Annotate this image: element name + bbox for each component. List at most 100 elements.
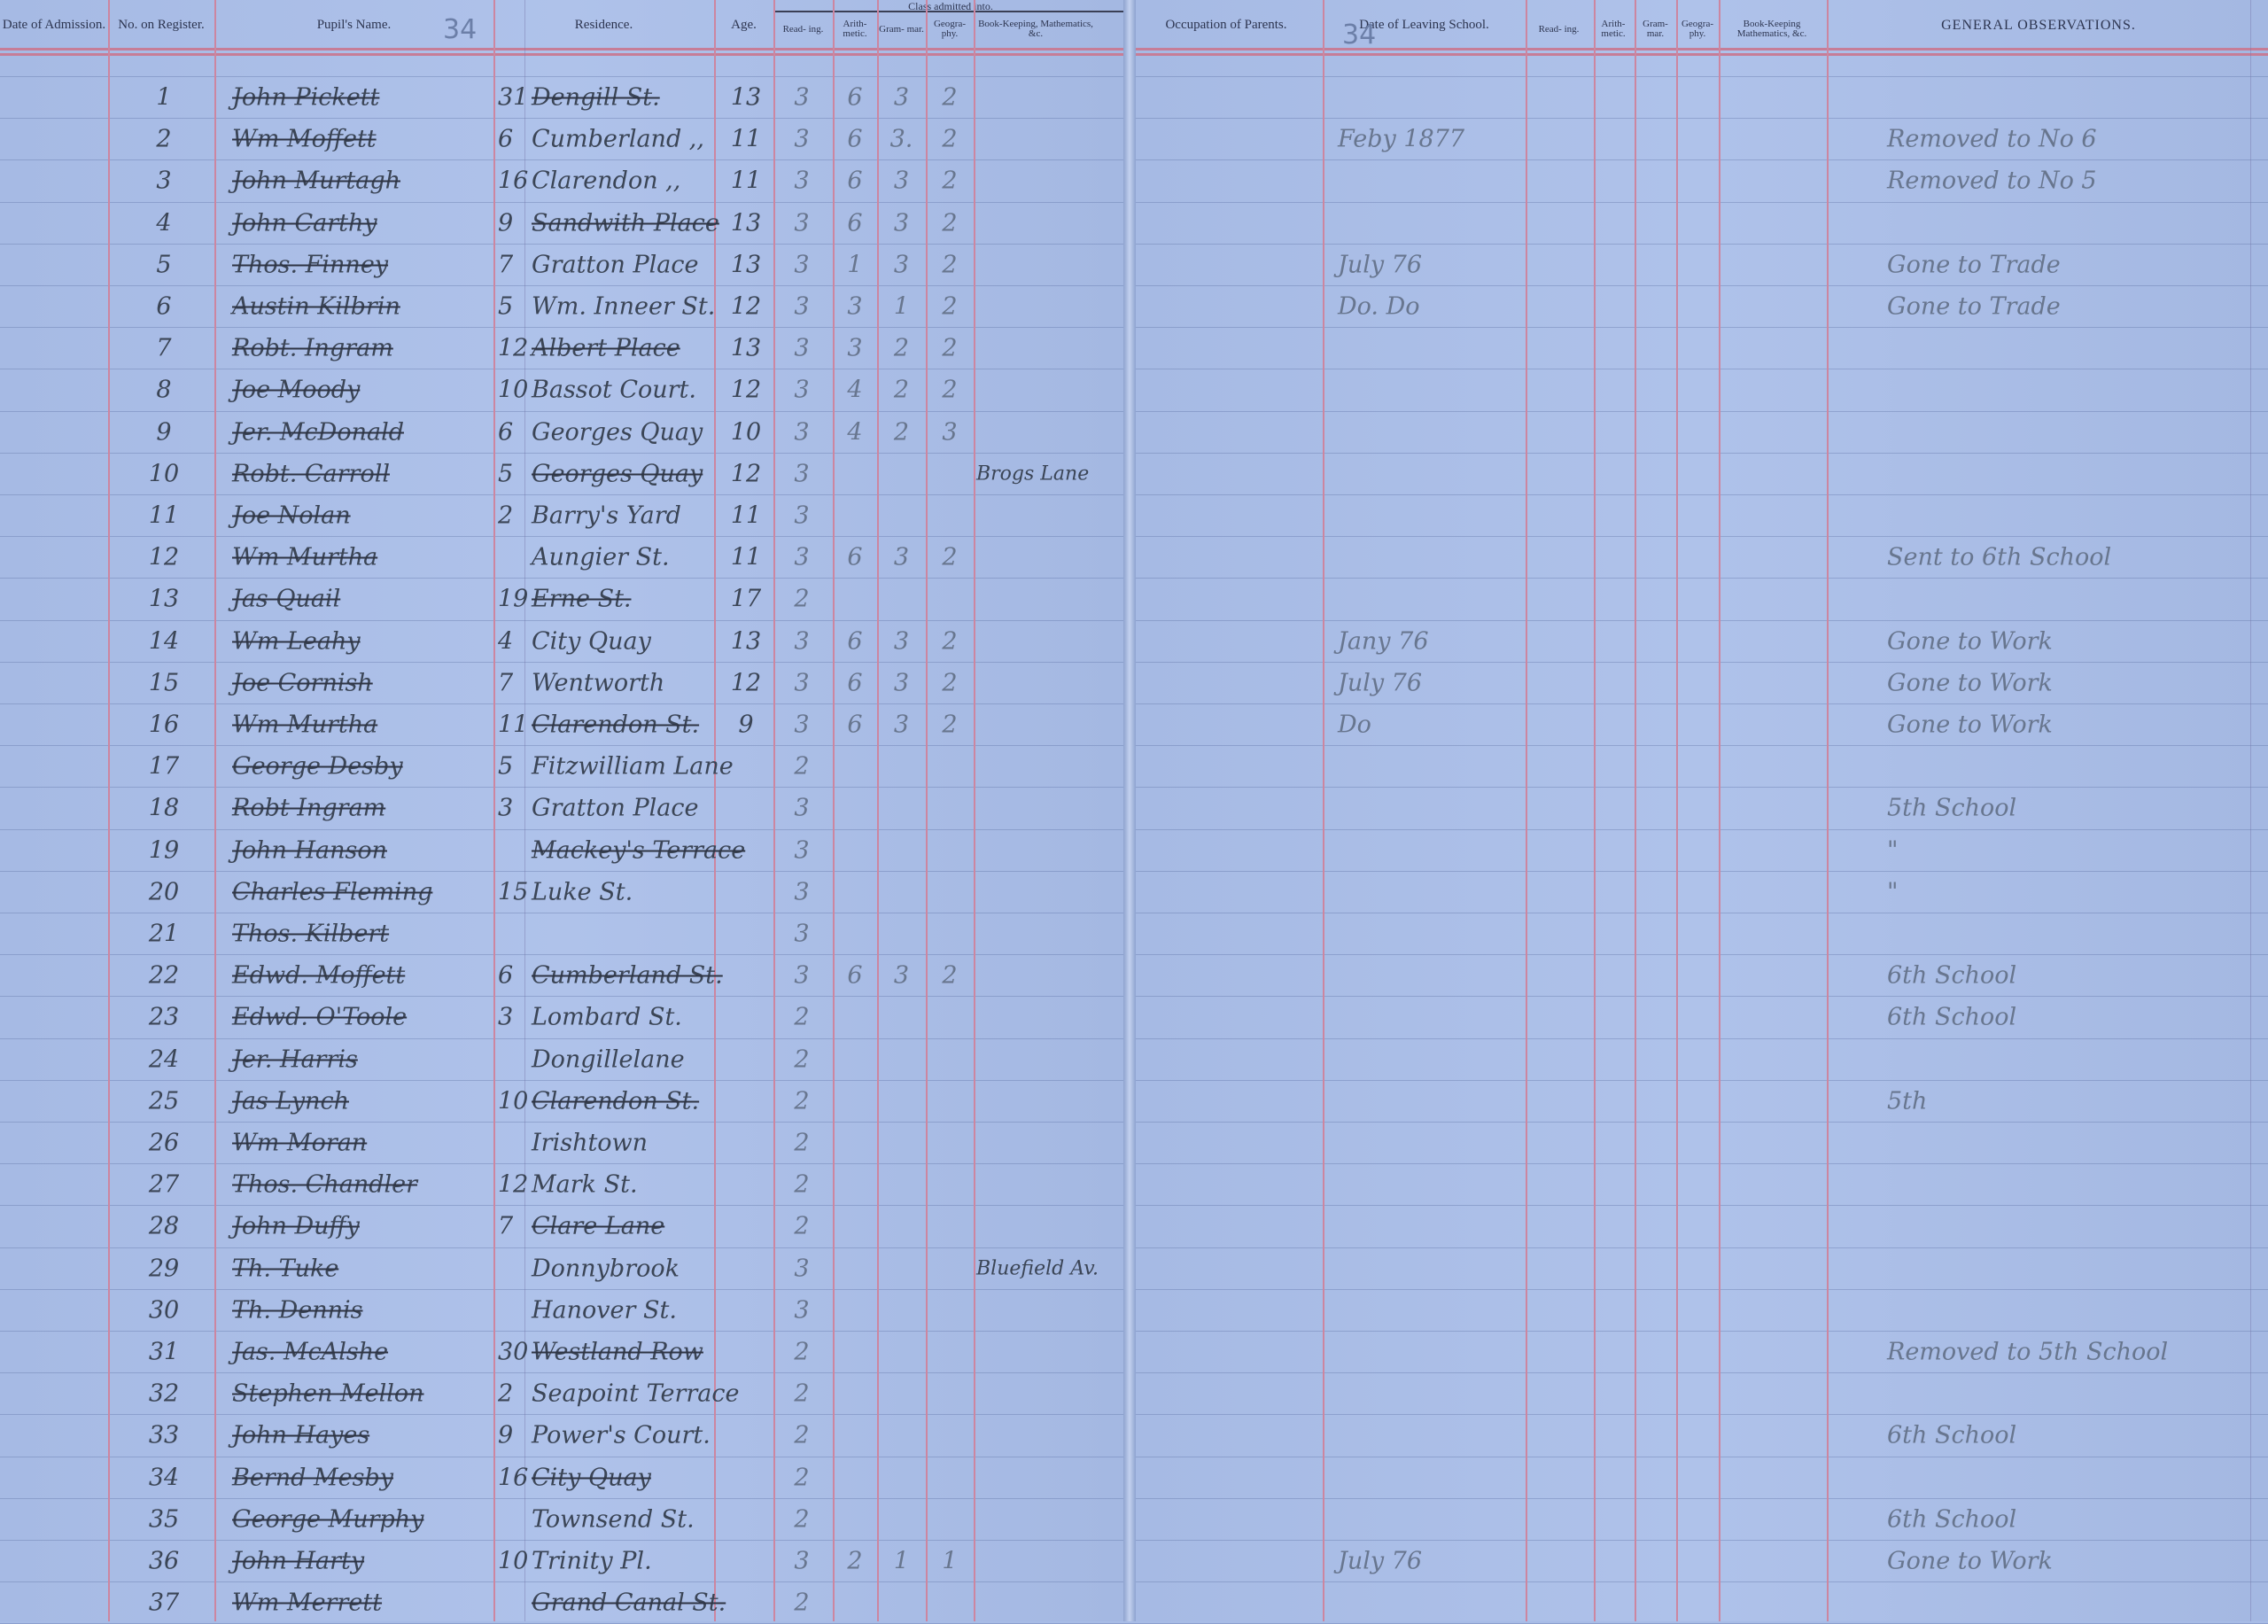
- header-date-of-leaving: Date of Leaving School.: [1359, 17, 1489, 32]
- house-number: 5: [498, 752, 514, 781]
- age: 12: [730, 669, 762, 697]
- class-reading: 3: [794, 83, 810, 112]
- house-number: 19: [498, 585, 529, 613]
- pupil-name: Robt Ingram: [232, 794, 386, 822]
- column-rule: [1719, 0, 1720, 1621]
- residence-street: Mackey's Terrace: [532, 836, 746, 865]
- class-arithmetic: 6: [847, 669, 863, 697]
- column-rule: [1594, 0, 1596, 1621]
- column-rule: [833, 0, 835, 1621]
- age: 11: [730, 167, 762, 195]
- class-reading: 2: [794, 1589, 810, 1617]
- header-arithmetic: Arith- metic.: [843, 19, 867, 39]
- residence-street: Dengill St.: [532, 83, 660, 112]
- register-number: 1: [156, 83, 172, 112]
- class-arithmetic: 3: [847, 334, 863, 362]
- house-number: 12: [498, 1170, 529, 1199]
- class-grammar: 1: [893, 1547, 910, 1575]
- header-class-admitted-into: Class admitted into.: [773, 0, 1128, 12]
- residence-street: Clarendon St.: [532, 1087, 700, 1115]
- header-age: Age.: [731, 17, 757, 32]
- residence-street: Albert Place: [532, 334, 680, 362]
- class-reading: 3: [794, 920, 810, 948]
- residence-street: Wentworth: [532, 669, 665, 697]
- class-grammar: 3: [893, 167, 910, 195]
- age: 13: [730, 627, 762, 656]
- general-observation: ": [1887, 836, 1899, 865]
- pupil-name: Thos. Kilbert: [232, 920, 390, 948]
- house-number: 16: [498, 167, 529, 195]
- class-reading: 3: [794, 1547, 810, 1575]
- date-of-leaving: Do. Do: [1338, 292, 1420, 321]
- register-number: 9: [156, 418, 172, 447]
- pupil-name: John Murtagh: [232, 167, 401, 195]
- pupil-name: Wm Moffett: [232, 125, 377, 153]
- register-number: 3: [156, 167, 172, 195]
- general-observation: Removed to No 6: [1887, 125, 2097, 153]
- header-general-observations: GENERAL OBSERVATIONS.: [1941, 17, 2136, 33]
- header-geography: Geogra- phy.: [1681, 19, 1714, 39]
- general-observation: 5th School: [1887, 794, 2017, 822]
- class-geography: 3: [942, 418, 958, 447]
- column-rule: [1323, 0, 1324, 1621]
- residence-street: Georges Quay: [532, 418, 703, 447]
- pupil-name: Stephen Mellon: [232, 1379, 424, 1408]
- residence-street: Clarendon St.: [532, 711, 700, 739]
- class-reading: 2: [794, 1003, 810, 1031]
- pupil-name: Thos. Chandler: [232, 1170, 418, 1199]
- class-geography: 2: [942, 961, 958, 990]
- date-of-leaving: July 76: [1338, 669, 1423, 697]
- class-geography: 2: [942, 627, 958, 656]
- header-residence: Residence.: [574, 17, 633, 32]
- pupil-name: George Murphy: [232, 1505, 424, 1534]
- pupil-name: John Hayes: [232, 1421, 370, 1449]
- house-number: 5: [498, 460, 514, 488]
- pupil-name: Jas. McAlshe: [232, 1338, 389, 1366]
- general-observation: Gone to Work: [1887, 711, 2053, 739]
- residence-street: Donnybrook: [532, 1255, 680, 1283]
- pupil-name: George Desby: [232, 752, 403, 781]
- residence-street: Irishtown: [532, 1129, 649, 1157]
- house-number: 9: [498, 209, 514, 237]
- class-reading: 3: [794, 209, 810, 237]
- class-geography: 2: [942, 543, 958, 571]
- residence-street: Barry's Yard: [532, 501, 681, 530]
- class-arithmetic: 6: [847, 209, 863, 237]
- class-arithmetic: 6: [847, 125, 863, 153]
- register-number: 7: [156, 334, 172, 362]
- class-grammar: 3: [893, 961, 910, 990]
- register-number: 27: [148, 1170, 180, 1199]
- age: 13: [730, 209, 762, 237]
- class-geography: 2: [942, 334, 958, 362]
- house-number: 3: [498, 794, 514, 822]
- class-reading: 3: [794, 460, 810, 488]
- pupil-name: Jer. McDonald: [232, 418, 404, 447]
- residence-street: Cumberland ,,: [532, 125, 704, 153]
- register-number: 25: [148, 1087, 180, 1115]
- class-geography: 2: [942, 209, 958, 237]
- class-reading: 2: [794, 585, 810, 613]
- class-reading: 2: [794, 1505, 810, 1534]
- house-number: 7: [498, 1212, 514, 1240]
- general-observation: Gone to Trade: [1887, 251, 2061, 279]
- residence-street: Aungier St.: [532, 543, 670, 571]
- class-arithmetic: 6: [847, 961, 863, 990]
- column-rule: [877, 0, 879, 1621]
- class-reading: 2: [794, 1045, 810, 1074]
- register-number: 36: [148, 1547, 180, 1575]
- register-number: 32: [148, 1379, 180, 1408]
- general-observation: Sent to 6th School: [1887, 543, 2112, 571]
- bookkeeping-note: Bluefield Av.: [976, 1257, 1099, 1280]
- house-number: 30: [498, 1338, 529, 1366]
- house-number: 10: [498, 1547, 529, 1575]
- class-grammar: 3.: [889, 125, 913, 153]
- register-number: 12: [148, 543, 180, 571]
- general-observation: Gone to Trade: [1887, 292, 2061, 321]
- class-reading: 2: [794, 1338, 810, 1366]
- register-number: 8: [156, 376, 172, 404]
- header-date-of-admission: Date of Admission.: [2, 17, 106, 32]
- house-number: 2: [498, 501, 514, 530]
- house-number: 9: [498, 1421, 514, 1449]
- column-rule: [1526, 0, 1527, 1621]
- class-grammar: 2: [893, 334, 910, 362]
